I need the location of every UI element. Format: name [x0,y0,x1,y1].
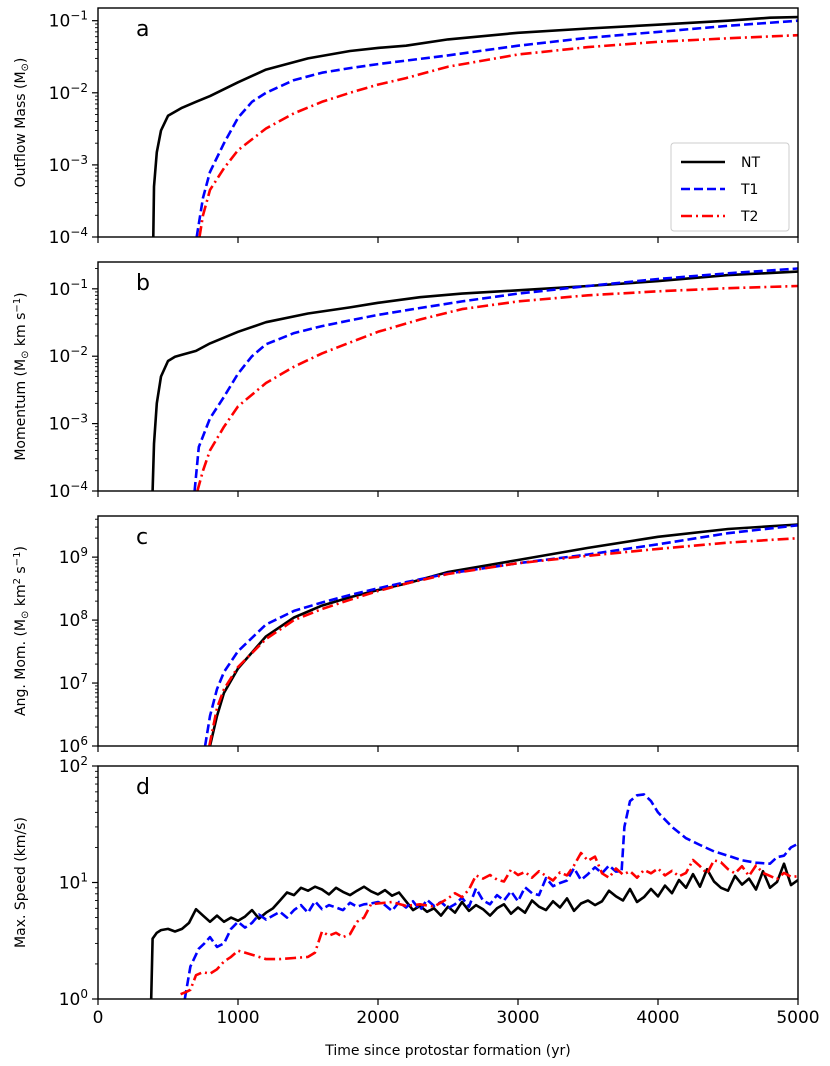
series-line-t1-b [193,267,798,491]
series-group-b [151,267,798,491]
axes-frame-b [97,261,799,492]
series-line-t1-a [195,19,798,237]
y-tick-label-a: 10−4 [49,225,88,248]
series-line-t2-b [196,284,798,491]
y-tick-label-d: 100 [59,987,88,1010]
panel-b: 10−4 10−3 10−2 10−1 b Momentum (M⊙ km s−1) [12,261,799,502]
y-tick-label-d: 101 [59,871,88,894]
y-axis-title-c: Ang. Mom. (M⊙ km2 s−1) [12,546,31,716]
y-tick-label-c: 106 [59,734,88,757]
legend-box [670,142,790,232]
y-axis-title-d: Max. Speed (km/s) [13,817,29,948]
panel-label-d: d [136,775,150,800]
y-tick-label-a: 10−2 [49,81,88,104]
y-tick-label-c: 109 [59,545,88,568]
y-axis-title-a: Outflow Mass (M⊙) [13,58,31,188]
x-tick-label: 5000 [776,1008,819,1028]
y-tick-label-b: 10−1 [49,277,88,300]
series-line-t1-d [183,793,798,999]
legend: NT T1 T2 [670,142,790,232]
series-line-nt-a [152,15,798,237]
series-line-nt-b [151,270,798,491]
series-group-d [149,793,798,999]
series-line-t2-a [198,33,798,237]
series-line-nt-c [208,523,798,746]
y-tick-label-c: 107 [59,671,88,694]
axes-frame-a [97,7,799,238]
panel-label-c: c [136,525,148,550]
y-tick-label-b: 10−4 [49,479,88,502]
panel-c: 106 107 108 109 c Ang. Mom. (M⊙ km2 s−1) [12,515,799,757]
series-line-t1-c [203,524,798,746]
axes-frame-d [97,765,799,1000]
x-tick-label: 2000 [356,1008,399,1028]
legend-label-t1: T1 [740,182,758,198]
axes-frame-c [97,515,799,747]
x-tick-label: 1000 [216,1008,259,1028]
series-line-nt-d [149,862,798,999]
legend-label-t2: T2 [740,209,758,225]
panel-a: 10−4 10−3 10−2 10−1 a Outflow Mass (M⊙) NT T1 T2 [13,7,799,248]
y-tick-label-a: 10−1 [49,9,88,32]
y-tick-label-b: 10−2 [49,344,88,367]
panel-label-a: a [136,17,149,42]
y-axis-title-b: Momentum (M⊙ km s−1) [12,292,31,460]
x-tick-label: 4000 [636,1008,679,1028]
legend-label-nt: NT [741,155,760,171]
y-tick-label-c: 108 [59,608,88,631]
series-line-t2-c [208,536,798,746]
panel-d: 100 101 102 d Max. Speed (km/s) [13,754,799,1010]
y-tick-label-b: 10−3 [49,412,88,435]
x-tick-label: 3000 [496,1008,539,1028]
panel-label-b: b [136,271,150,296]
x-axis-title: Time since protostar formation (yr) [324,1043,571,1059]
series-group-a [152,15,798,237]
series-group-c [203,523,798,746]
y-tick-label-a: 10−3 [49,153,88,176]
series-line-t2-d [180,851,798,996]
y-tick-label-d: 102 [59,754,88,777]
x-tick-label: 0 [93,1008,104,1028]
